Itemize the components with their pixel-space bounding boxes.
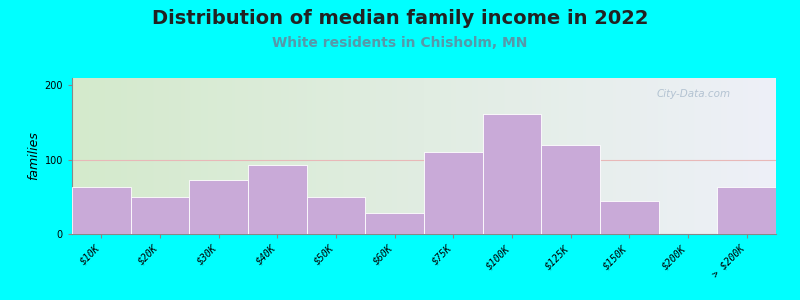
Bar — [306, 197, 366, 234]
Bar — [248, 165, 306, 234]
Bar — [366, 213, 424, 234]
Y-axis label: families: families — [27, 132, 40, 180]
Text: Distribution of median family income in 2022: Distribution of median family income in … — [152, 9, 648, 28]
Text: City-Data.com: City-Data.com — [656, 89, 730, 99]
Bar — [600, 201, 658, 234]
Bar — [482, 114, 542, 234]
Bar — [72, 187, 130, 234]
Bar — [718, 187, 776, 234]
Text: White residents in Chisholm, MN: White residents in Chisholm, MN — [272, 36, 528, 50]
Bar — [130, 197, 190, 234]
Bar — [190, 180, 248, 234]
Bar — [542, 145, 600, 234]
Bar — [424, 152, 482, 234]
